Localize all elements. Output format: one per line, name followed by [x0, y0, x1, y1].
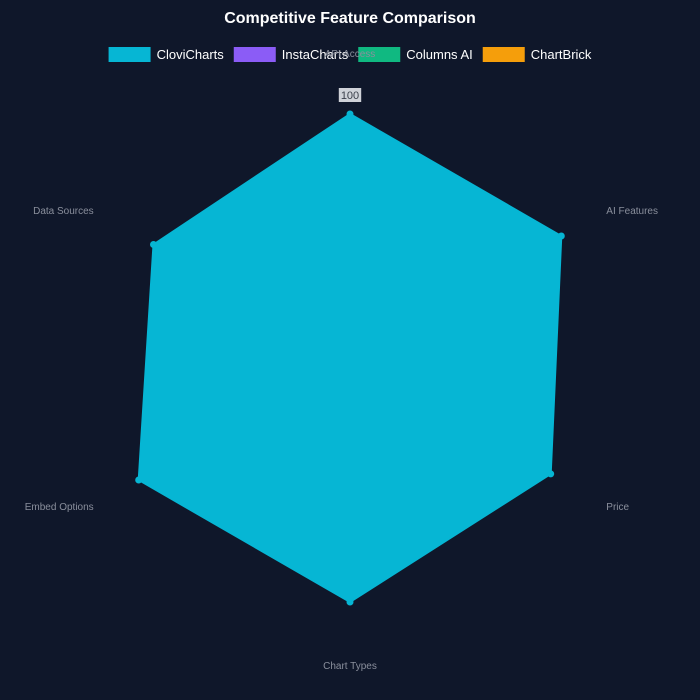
plot-area [135, 110, 565, 606]
axis-label-chart-types: Chart Types [323, 661, 377, 672]
scale-ticks: 100 [338, 88, 362, 102]
axis-labels: API Access AI Features Price Chart Types Emb… [25, 49, 658, 672]
axis-label-api-access: API Access [325, 49, 376, 60]
axis-label-data-sources: Data Sources [33, 206, 94, 217]
legend-swatch [358, 47, 401, 62]
series-area-clovicharts [137, 112, 563, 604]
data-point-clovicharts-3[interactable] [346, 598, 354, 606]
legend-label: InstaCharts [282, 47, 349, 62]
axis-label-price: Price [606, 502, 629, 513]
legend-label: Columns AI [406, 47, 472, 62]
legend-label: ChartBrick [531, 47, 592, 62]
legend-swatch [482, 47, 525, 62]
tick-100: 100 [338, 88, 362, 102]
tick-backdrop [338, 88, 362, 102]
legend-swatch [108, 47, 151, 62]
legend-item-chartbrick[interactable]: ChartBrick [482, 47, 592, 62]
data-point-clovicharts-2[interactable] [547, 470, 555, 478]
legend-label: CloviCharts [157, 47, 225, 62]
chart-title: Competitive Feature Comparison [224, 10, 476, 27]
legend-item-instacharts[interactable]: InstaCharts [233, 47, 349, 62]
legend-swatch [233, 47, 276, 62]
data-point-clovicharts-5[interactable] [150, 241, 157, 248]
tick-label: 100 [341, 90, 359, 102]
legend-item-clovicharts[interactable]: CloviCharts [108, 47, 225, 62]
legend: CloviCharts InstaCharts Columns AI ChartBri… [108, 47, 592, 62]
data-point-clovicharts-1[interactable] [557, 232, 565, 240]
axis-label-ai-features: AI Features [606, 206, 658, 217]
data-point-clovicharts-0[interactable] [346, 110, 354, 118]
data-point-clovicharts-4[interactable] [135, 476, 143, 484]
series-clovicharts [135, 110, 565, 606]
axis-label-embed-options: Embed Options [25, 502, 94, 513]
legend-item-columns-ai[interactable]: Columns AI [358, 47, 473, 62]
